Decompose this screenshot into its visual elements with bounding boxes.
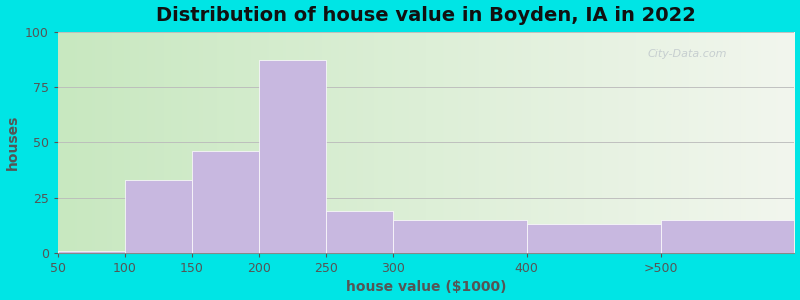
Bar <box>58 250 125 253</box>
X-axis label: house value ($1000): house value ($1000) <box>346 280 506 294</box>
Text: City-Data.com: City-Data.com <box>647 50 726 59</box>
Bar <box>125 180 192 253</box>
Bar <box>661 220 794 253</box>
Bar <box>526 224 661 253</box>
Bar <box>192 151 259 253</box>
Bar <box>259 60 326 253</box>
Title: Distribution of house value in Boyden, IA in 2022: Distribution of house value in Boyden, I… <box>156 6 696 25</box>
Bar <box>393 220 526 253</box>
Y-axis label: houses: houses <box>6 115 19 170</box>
Bar <box>326 211 393 253</box>
